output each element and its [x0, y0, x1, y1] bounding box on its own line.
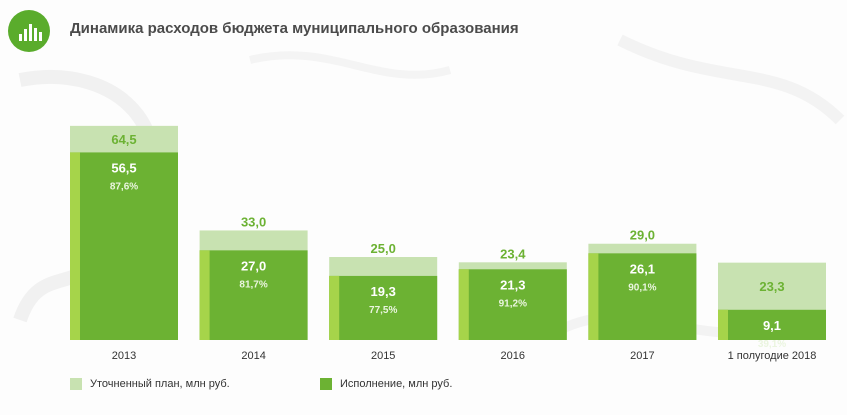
data-label-plan-0: 64,5: [111, 132, 136, 147]
data-label-percent-3: 91,2%: [499, 298, 527, 309]
bar-execution-highlight-1: [199, 250, 210, 340]
data-label-execution-0: 56,5: [111, 160, 136, 175]
legend-item-plan: Уточненный план, млн руб.: [70, 377, 230, 391]
data-label-plan-3: 23,4: [500, 246, 526, 261]
bar-execution-0: [70, 152, 178, 340]
data-label-percent-0: 87,6%: [110, 181, 138, 192]
legend-label-execution: Исполнение, млн руб.: [340, 378, 453, 390]
category-label-0: 2013: [112, 350, 136, 362]
bar-execution-2: [329, 275, 438, 340]
category-label-1: 2014: [241, 350, 265, 362]
legend-item-execution: Исполнение, млн руб.: [320, 377, 452, 391]
data-label-execution-5: 9,1: [763, 318, 781, 333]
category-label-3: 2016: [501, 350, 525, 362]
bar-execution-4: [588, 253, 697, 340]
bar-execution-5: [718, 309, 826, 340]
data-label-execution-3: 21,3: [500, 277, 525, 292]
chart-title: Динамика расходов бюджета муниципального…: [70, 20, 519, 37]
data-label-plan-5: 23,3: [759, 279, 784, 294]
bar-execution-highlight-0: [70, 152, 80, 340]
bar-execution-1: [199, 250, 308, 340]
data-label-execution-4: 26,1: [630, 261, 655, 276]
legend-swatch-plan: [70, 378, 82, 390]
data-label-plan-1: 33,0: [241, 214, 266, 229]
data-label-percent-4: 90,1%: [628, 282, 656, 293]
bar-chart-icon: [8, 10, 50, 52]
bar-execution-highlight-3: [458, 269, 469, 340]
data-label-execution-2: 19,3: [371, 284, 396, 299]
category-label-5: 1 полугодие 2018: [728, 350, 817, 362]
bar-execution-highlight-5: [718, 309, 728, 340]
legend-label-plan: Уточненный план, млн руб.: [90, 378, 230, 390]
data-label-execution-1: 27,0: [241, 258, 266, 273]
data-label-percent-2: 77,5%: [369, 305, 397, 316]
data-label-plan-4: 29,0: [630, 228, 655, 243]
bar-execution-highlight-4: [588, 253, 599, 340]
bar-execution-highlight-2: [329, 275, 340, 340]
data-label-plan-2: 25,0: [371, 241, 396, 256]
legend-swatch-execution: [320, 378, 332, 390]
category-label-4: 2017: [630, 350, 654, 362]
bar-execution-3: [458, 269, 567, 340]
data-label-percent-5: 39,1%: [758, 339, 786, 350]
category-label-2: 2015: [371, 350, 395, 362]
data-label-percent-1: 81,7%: [239, 279, 267, 290]
